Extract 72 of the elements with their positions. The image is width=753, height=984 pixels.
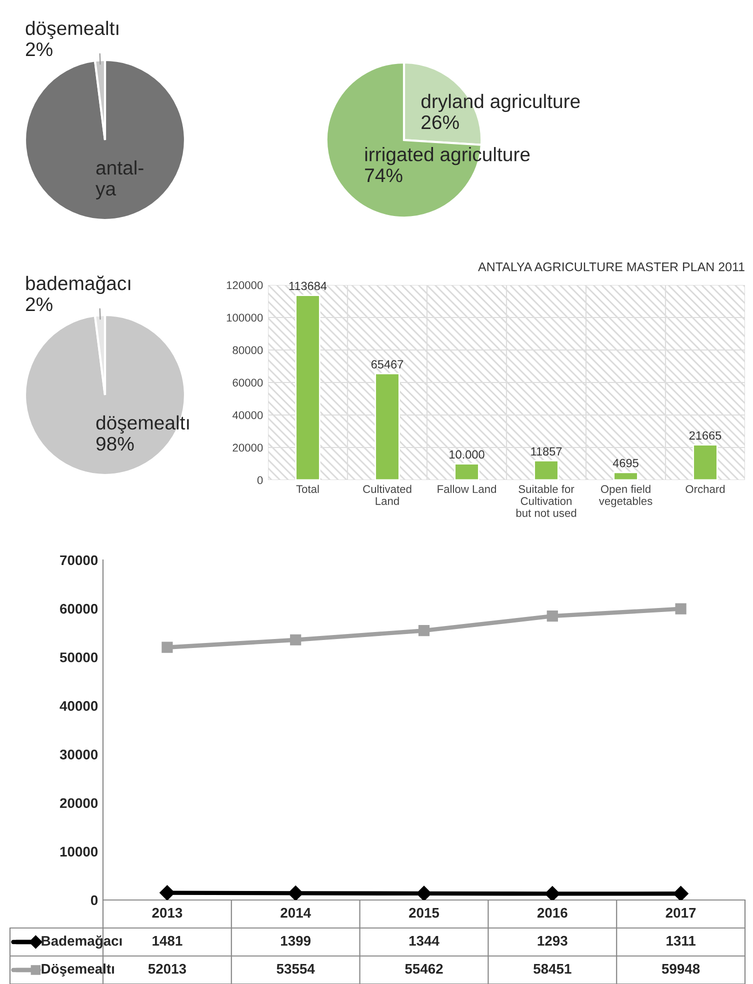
data-label: 58451 xyxy=(534,964,572,974)
data-label: 59948 xyxy=(662,964,700,974)
slice-label: antal- ya xyxy=(96,160,144,200)
x-tick-label: Orchard xyxy=(686,484,725,494)
point xyxy=(290,634,302,646)
data-label: 1344 xyxy=(409,936,440,946)
category-label: 2016 xyxy=(537,908,568,918)
data-label: 1399 xyxy=(281,936,311,946)
point xyxy=(546,610,558,622)
slice-label: döşemealtı xyxy=(96,415,189,434)
y-tick-label: 20000 xyxy=(232,444,263,452)
y-tick-label: 10000 xyxy=(60,846,98,857)
category-label: 2013 xyxy=(152,908,182,918)
bar xyxy=(692,444,718,480)
legend-label: Döşemealtı xyxy=(42,964,114,976)
slice-label: dryland agriculture xyxy=(421,94,580,112)
x-tick-label: Suitable for Cultivation but not used xyxy=(516,484,576,517)
x-tick-label: Cultivated Land xyxy=(363,484,412,505)
slice-label: döşemealtı xyxy=(26,20,118,40)
bar xyxy=(374,372,400,480)
y-tick-label: 0 xyxy=(257,476,263,484)
data-label: 2% xyxy=(26,297,52,312)
point xyxy=(162,642,173,653)
data-label: 1293 xyxy=(538,936,568,946)
data-label: 65467 xyxy=(371,360,404,369)
y-tick-label: 50000 xyxy=(60,652,98,662)
point xyxy=(288,886,304,900)
data-label: 21665 xyxy=(689,431,722,440)
data-label: 74% xyxy=(365,168,402,182)
y-tick-label: 100000 xyxy=(226,314,263,322)
point xyxy=(160,885,175,900)
data-label: 52013 xyxy=(148,964,186,974)
bar xyxy=(295,294,320,480)
data-label: 2% xyxy=(26,42,52,56)
x-tick-label: Open field vegetables xyxy=(598,484,652,508)
y-tick-label: 60000 xyxy=(60,604,98,614)
y-tick-label: 80000 xyxy=(232,346,263,354)
point xyxy=(544,886,560,900)
category-label: 2017 xyxy=(666,908,696,918)
y-tick-label: 70000 xyxy=(60,555,98,566)
data-label: 55462 xyxy=(405,964,443,974)
data-label: 1481 xyxy=(152,936,182,946)
y-tick-label: 0 xyxy=(90,895,98,906)
data-label: 11857 xyxy=(531,447,562,456)
x-tick-label: Total xyxy=(296,484,319,494)
y-tick-label: 60000 xyxy=(232,378,263,387)
bar xyxy=(534,460,559,480)
legend-label: Bademağacı xyxy=(42,935,122,949)
data-label: 113684 xyxy=(289,282,327,290)
data-label: 4695 xyxy=(612,458,638,468)
data-label: 1311 xyxy=(666,936,696,946)
x-tick-label: Fallow Land xyxy=(438,484,496,494)
chart-title: ANTALYA AGRICULTURE MASTER PLAN 2011 xyxy=(478,262,744,272)
slice-label: bademağacı xyxy=(26,276,130,294)
point xyxy=(675,603,686,614)
pie-slice xyxy=(24,58,186,222)
y-tick-label: 20000 xyxy=(60,798,98,808)
data-label: 53554 xyxy=(276,964,315,974)
y-tick-label: 40000 xyxy=(232,411,263,420)
y-tick-label: 30000 xyxy=(60,750,98,760)
y-tick-label: 40000 xyxy=(60,701,98,711)
bar xyxy=(454,463,480,480)
bar xyxy=(613,472,638,480)
point xyxy=(416,886,432,900)
data-label: 10.000 xyxy=(450,450,484,459)
category-label: 2015 xyxy=(409,908,440,918)
category-label: 2014 xyxy=(280,908,311,918)
y-tick-label: 120000 xyxy=(226,281,263,290)
point xyxy=(673,886,688,900)
data-label: 98% xyxy=(96,436,134,451)
point xyxy=(418,625,430,636)
data-label: 26% xyxy=(422,115,459,130)
